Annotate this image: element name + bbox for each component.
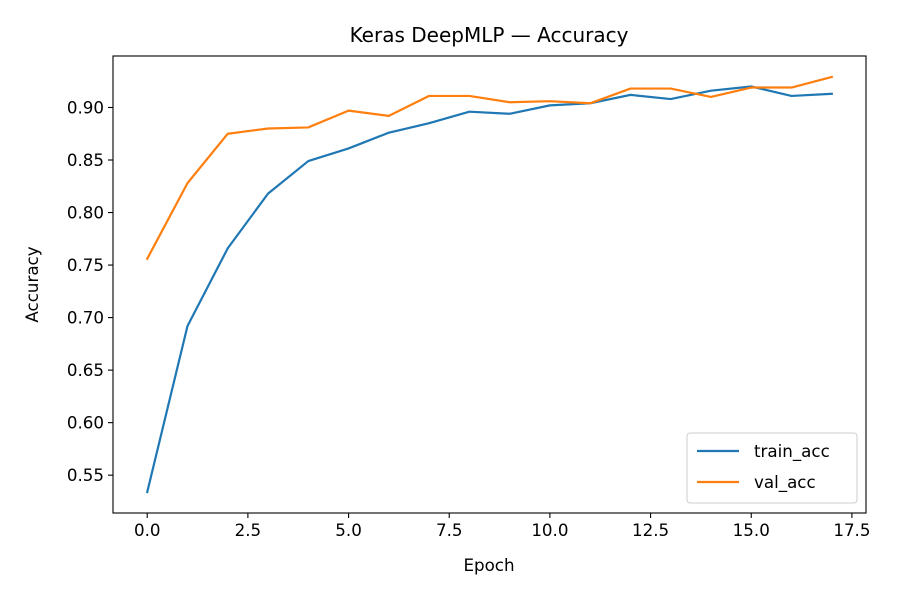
x-tick-label: 10.0: [531, 520, 568, 540]
y-tick-label: 0.85: [67, 150, 104, 170]
series-line-train-acc: [145, 85, 833, 494]
x-tick-label: 15.0: [733, 520, 770, 540]
y-tick-label: 0.90: [67, 97, 104, 117]
y-tick-label: 0.55: [67, 465, 104, 485]
y-axis-label: Accuracy: [22, 246, 42, 322]
legend-label-val-acc: val_acc: [754, 472, 816, 493]
y-tick-label: 0.65: [67, 360, 104, 380]
x-tick-label: 12.5: [632, 520, 669, 540]
chart-title: Keras DeepMLP — Accuracy: [350, 23, 629, 47]
y-tick-label: 0.70: [67, 308, 104, 328]
y-tick-label: 0.60: [67, 413, 104, 433]
x-tick-label: 7.5: [436, 520, 463, 540]
x-tick-label: 2.5: [235, 520, 262, 540]
legend: train_acc val_acc: [686, 432, 858, 504]
x-tick-label: 0.0: [134, 520, 161, 540]
x-tick-label: 17.5: [833, 520, 870, 540]
y-tick-label: 0.75: [67, 255, 104, 275]
plot-frame: [112, 55, 867, 514]
plot-area: 0.0 2.5 5.0 7.5 10.0 12.5 15.0 17.5 0.55 0.60 0.65…: [67, 75, 870, 540]
x-axis-label: Epoch: [463, 555, 514, 575]
legend-label-train-acc: train_acc: [754, 441, 830, 462]
x-tick-label: 5.0: [335, 520, 362, 540]
series-line-val-acc: [145, 75, 834, 261]
y-tick-label: 0.80: [67, 203, 104, 223]
